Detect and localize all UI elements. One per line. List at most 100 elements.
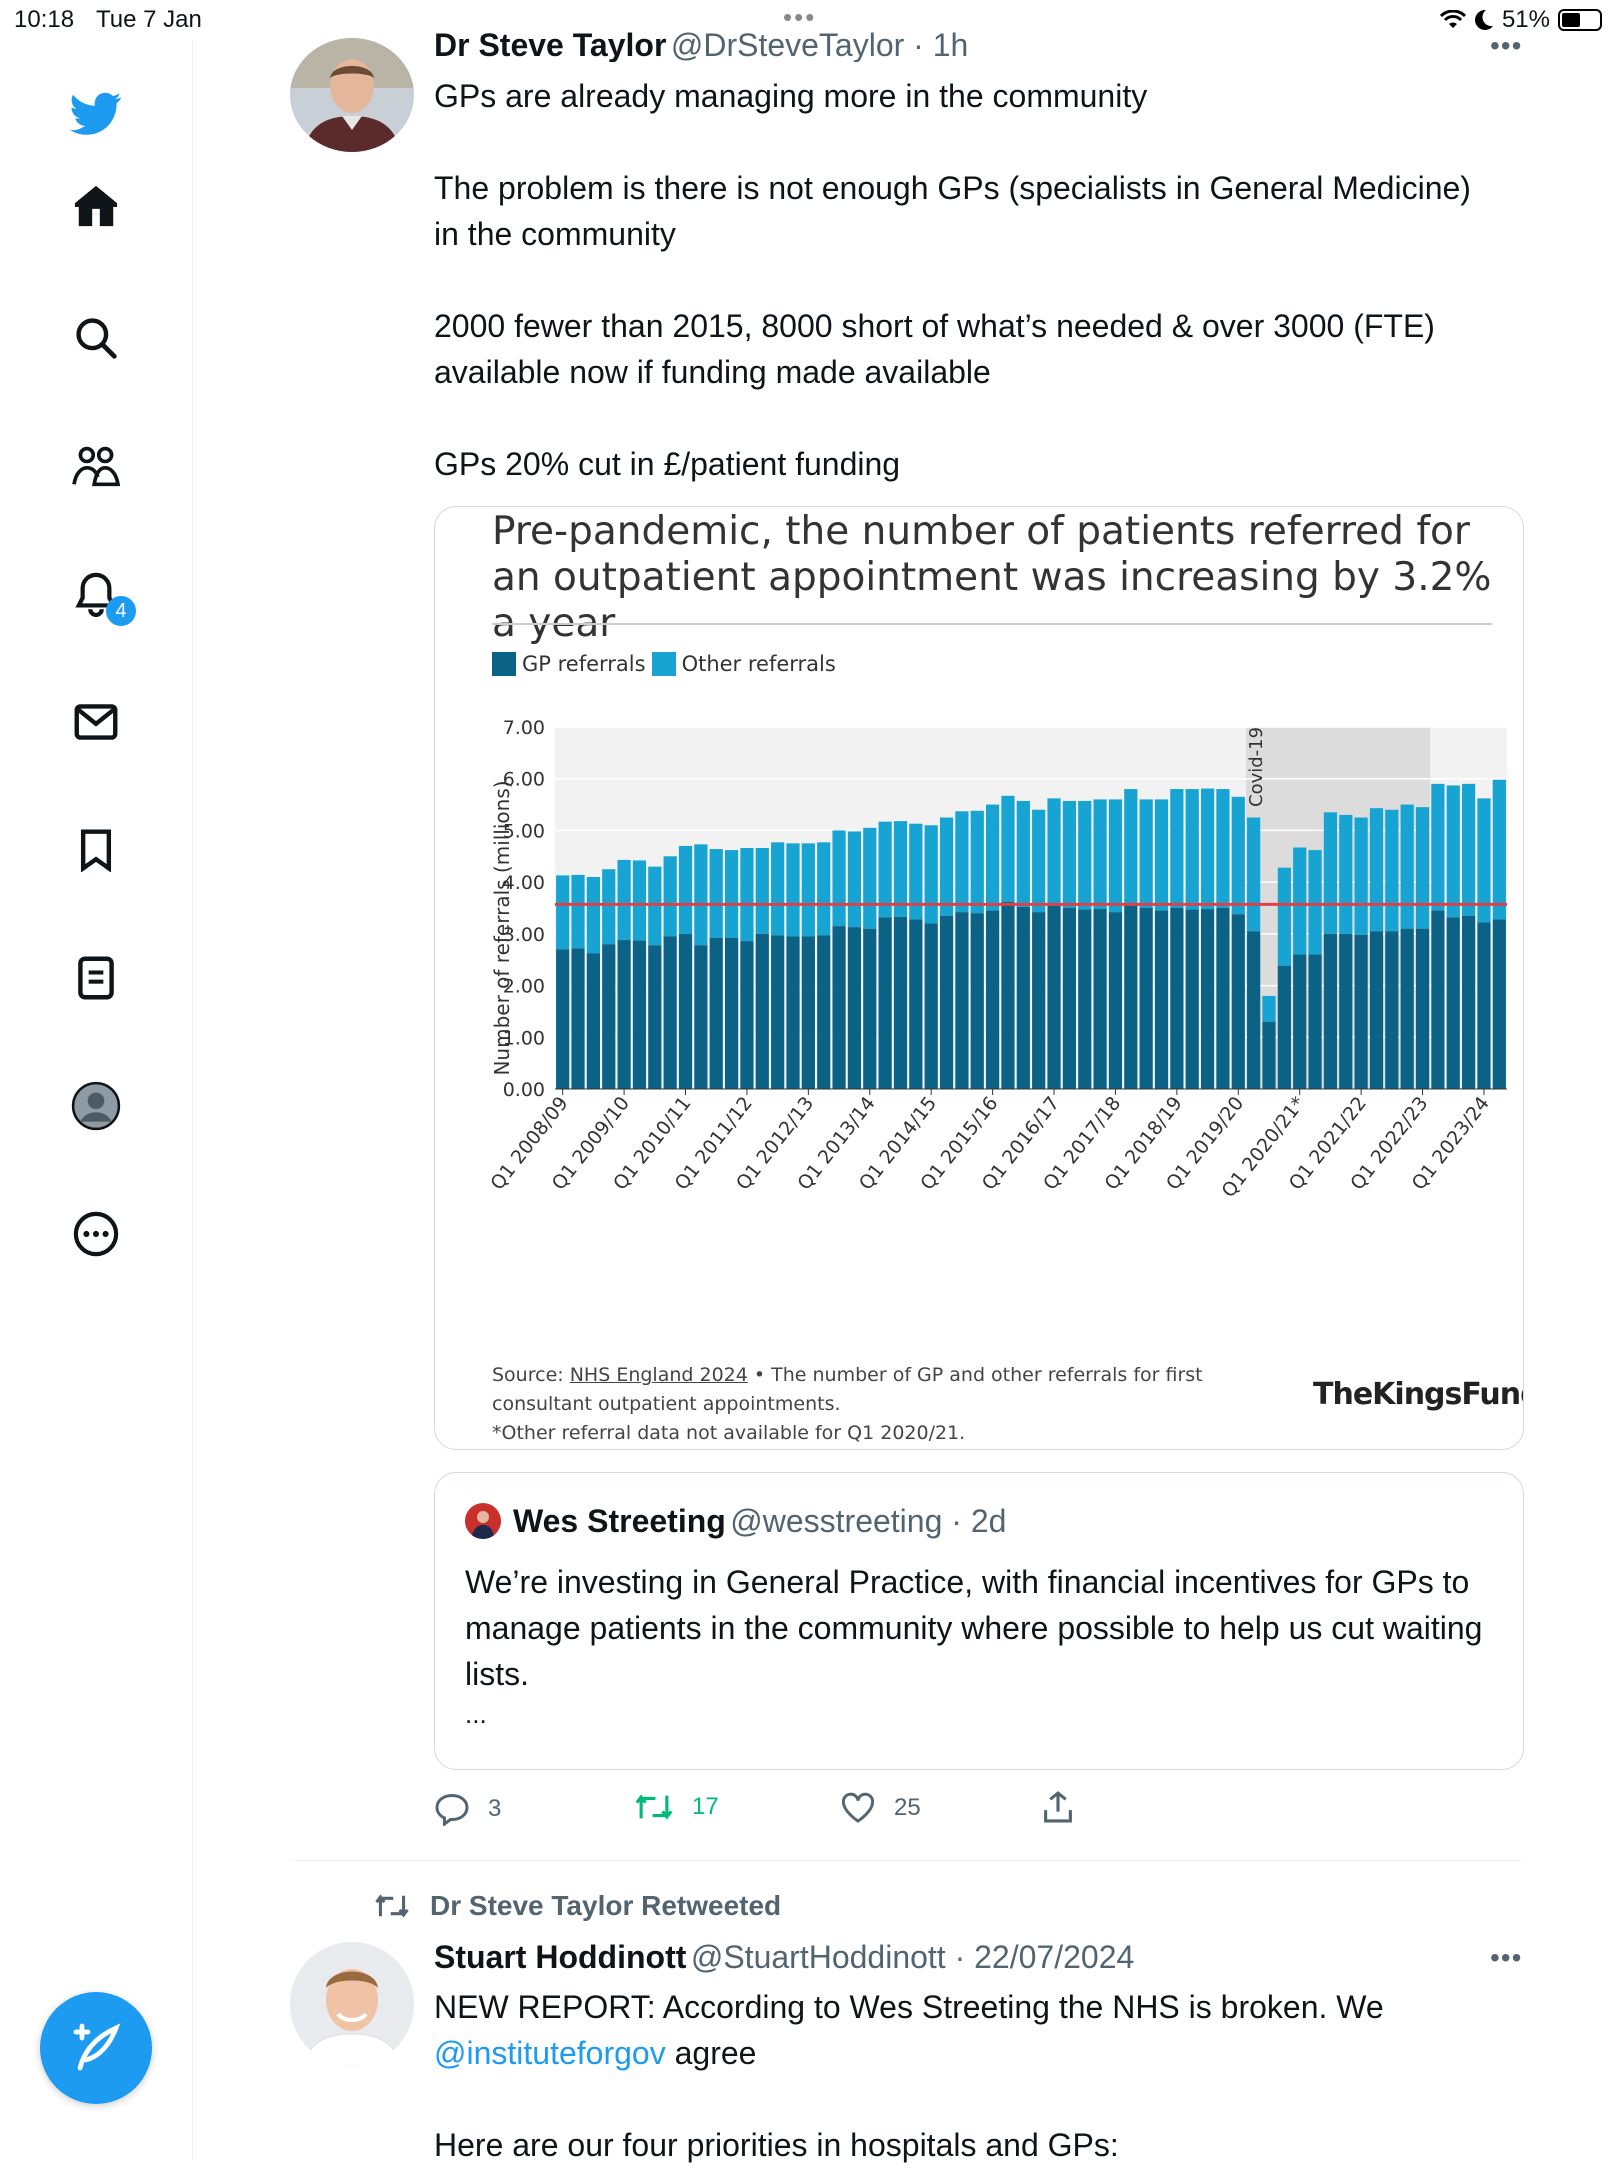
- bar-other-referrals: [955, 811, 969, 913]
- quoted-author-handle-time: @wesstreeting · 2d: [730, 1503, 1007, 1539]
- bar-other-referrals: [1154, 799, 1169, 911]
- twitter-logo-icon[interactable]: [70, 88, 122, 140]
- author-avatar[interactable]: [290, 38, 414, 152]
- moon-icon: [1474, 9, 1493, 30]
- tweet-paragraph: 2000 fewer than 2015, 8000 short of what…: [434, 308, 1435, 390]
- bar-gp-referrals: [571, 948, 585, 1089]
- status-time: 10:18: [14, 6, 75, 33]
- communities-icon[interactable]: [70, 440, 122, 492]
- author-handle-time[interactable]: @DrSteveTaylor · 1h: [670, 27, 969, 62]
- tweet-divider: [290, 1860, 1522, 1861]
- quoted-tweet-header: Wes Streeting @wesstreeting · 2d: [513, 1499, 1006, 1550]
- bar-other-referrals: [970, 810, 984, 914]
- kings-fund-logo: TheKingsFund>: [1313, 1377, 1523, 1412]
- bar-other-referrals: [1247, 817, 1261, 932]
- retweeted-by-text: Dr Steve Taylor Retweeted: [430, 1890, 782, 1921]
- bar-other-referrals: [1078, 800, 1092, 910]
- tweet2-header: Stuart Hoddinott @StuartHoddinott · 22/0…: [434, 1934, 1134, 1987]
- chart-image-card[interactable]: Pre-pandemic, the number of patients ref…: [434, 506, 1524, 1450]
- bar-other-referrals: [1216, 789, 1230, 908]
- retweet-button[interactable]: 17: [634, 1792, 719, 1822]
- tweet2-author-name[interactable]: Stuart Hoddinott: [434, 1939, 687, 1975]
- bar-other-referrals: [617, 859, 631, 941]
- search-icon[interactable]: [70, 312, 122, 364]
- retweet-count: 17: [692, 1793, 719, 1820]
- chart-title: Pre-pandemic, the number of patients ref…: [492, 509, 1492, 646]
- bar-other-referrals: [1032, 809, 1046, 913]
- bar-gp-referrals: [1108, 912, 1123, 1089]
- lists-icon[interactable]: [70, 952, 122, 1004]
- tweet-more-icon[interactable]: •••: [1490, 30, 1523, 61]
- mention-link[interactable]: @instituteforgov: [434, 2035, 666, 2071]
- chart-divider: [492, 623, 1492, 625]
- bar-gp-referrals: [602, 944, 616, 1089]
- messages-icon[interactable]: [70, 696, 122, 748]
- bar-gp-referrals: [1124, 905, 1138, 1089]
- more-icon[interactable]: [70, 1208, 122, 1260]
- compose-tweet-button[interactable]: [40, 1992, 152, 2104]
- bar-other-referrals: [1277, 867, 1291, 966]
- retweeted-by-label[interactable]: Dr Steve Taylor Retweeted: [374, 1890, 781, 1922]
- bar-gp-referrals: [924, 923, 938, 1089]
- quoted-tweet-card[interactable]: Wes Streeting @wesstreeting · 2d We’re i…: [434, 1472, 1524, 1770]
- tweet-text: GPs are already managing more in the com…: [434, 73, 1504, 487]
- author-name[interactable]: Dr Steve Taylor: [434, 27, 667, 62]
- tweet2-author-handle-time[interactable]: @StuartHoddinott · 22/07/2024: [690, 1939, 1135, 1975]
- bar-other-referrals: [1093, 799, 1107, 910]
- legend-label-gp: GP referrals: [522, 652, 646, 676]
- bar-other-referrals: [817, 842, 831, 936]
- tweet-paragraph: GPs are already managing more in the com…: [434, 78, 1148, 114]
- chart-legend: GP referrals Other referrals: [492, 652, 836, 676]
- profile-icon[interactable]: [70, 1080, 122, 1132]
- status-indicators: 51%: [1439, 6, 1602, 34]
- home-icon[interactable]: [70, 180, 122, 232]
- bar-gp-referrals: [694, 945, 708, 1089]
- bar-gp-referrals: [1139, 908, 1153, 1089]
- sidebar: 4: [0, 40, 193, 2160]
- bookmarks-icon[interactable]: [70, 824, 122, 876]
- bar-gp-referrals: [786, 936, 800, 1089]
- like-button[interactable]: 25: [840, 1792, 921, 1824]
- bar-other-referrals: [1200, 788, 1215, 910]
- bar-gp-referrals: [740, 941, 754, 1089]
- y-tick-label: 7.00: [503, 717, 545, 739]
- reply-icon: [435, 1793, 469, 1826]
- bar-gp-referrals: [617, 940, 631, 1089]
- bar-gp-referrals: [1277, 965, 1291, 1089]
- bar-gp-referrals: [1047, 905, 1061, 1089]
- bar-gp-referrals: [1032, 912, 1046, 1089]
- notifications-bell-icon[interactable]: [70, 568, 122, 620]
- legend-label-other: Other referrals: [681, 652, 836, 676]
- retweet-small-icon: [375, 1894, 409, 1918]
- bar-gp-referrals: [817, 935, 831, 1089]
- bar-gp-referrals: [1078, 909, 1092, 1089]
- bar-gp-referrals: [832, 926, 846, 1089]
- bar-other-referrals: [632, 860, 647, 941]
- source-description: • The number of GP and other referrals f…: [492, 1364, 1203, 1415]
- bar-other-referrals: [1369, 808, 1384, 932]
- bar-other-referrals: [1462, 783, 1476, 916]
- bar-other-referrals: [939, 817, 954, 916]
- y-tick-label: 4.00: [503, 872, 545, 894]
- bar-gp-referrals: [1385, 931, 1399, 1089]
- bar-other-referrals: [1431, 783, 1445, 911]
- source-link[interactable]: NHS England 2024: [569, 1364, 748, 1386]
- covid-annotation: Covid-19: [1246, 727, 1267, 807]
- bar-gp-referrals: [909, 919, 923, 1089]
- bar-gp-referrals: [847, 927, 862, 1089]
- share-button[interactable]: [1042, 1790, 1074, 1824]
- bar-gp-referrals: [1369, 931, 1384, 1089]
- y-tick-label: 6.00: [503, 769, 545, 791]
- stuart-hoddinott-avatar[interactable]: [290, 1942, 414, 2066]
- multitasking-dots-icon[interactable]: •••: [783, 2, 817, 32]
- bar-gp-referrals: [1154, 910, 1169, 1089]
- tweet2-more-icon[interactable]: •••: [1490, 1942, 1523, 1973]
- bar-other-referrals: [1415, 807, 1430, 929]
- reply-button[interactable]: 3: [434, 1792, 501, 1826]
- bar-gp-referrals: [1262, 1021, 1276, 1089]
- bar-other-referrals: [571, 874, 585, 949]
- y-tick-label: 2.00: [503, 976, 545, 998]
- bar-gp-referrals: [1001, 901, 1015, 1089]
- bar-other-referrals: [1354, 817, 1368, 935]
- bar-other-referrals: [1185, 789, 1199, 910]
